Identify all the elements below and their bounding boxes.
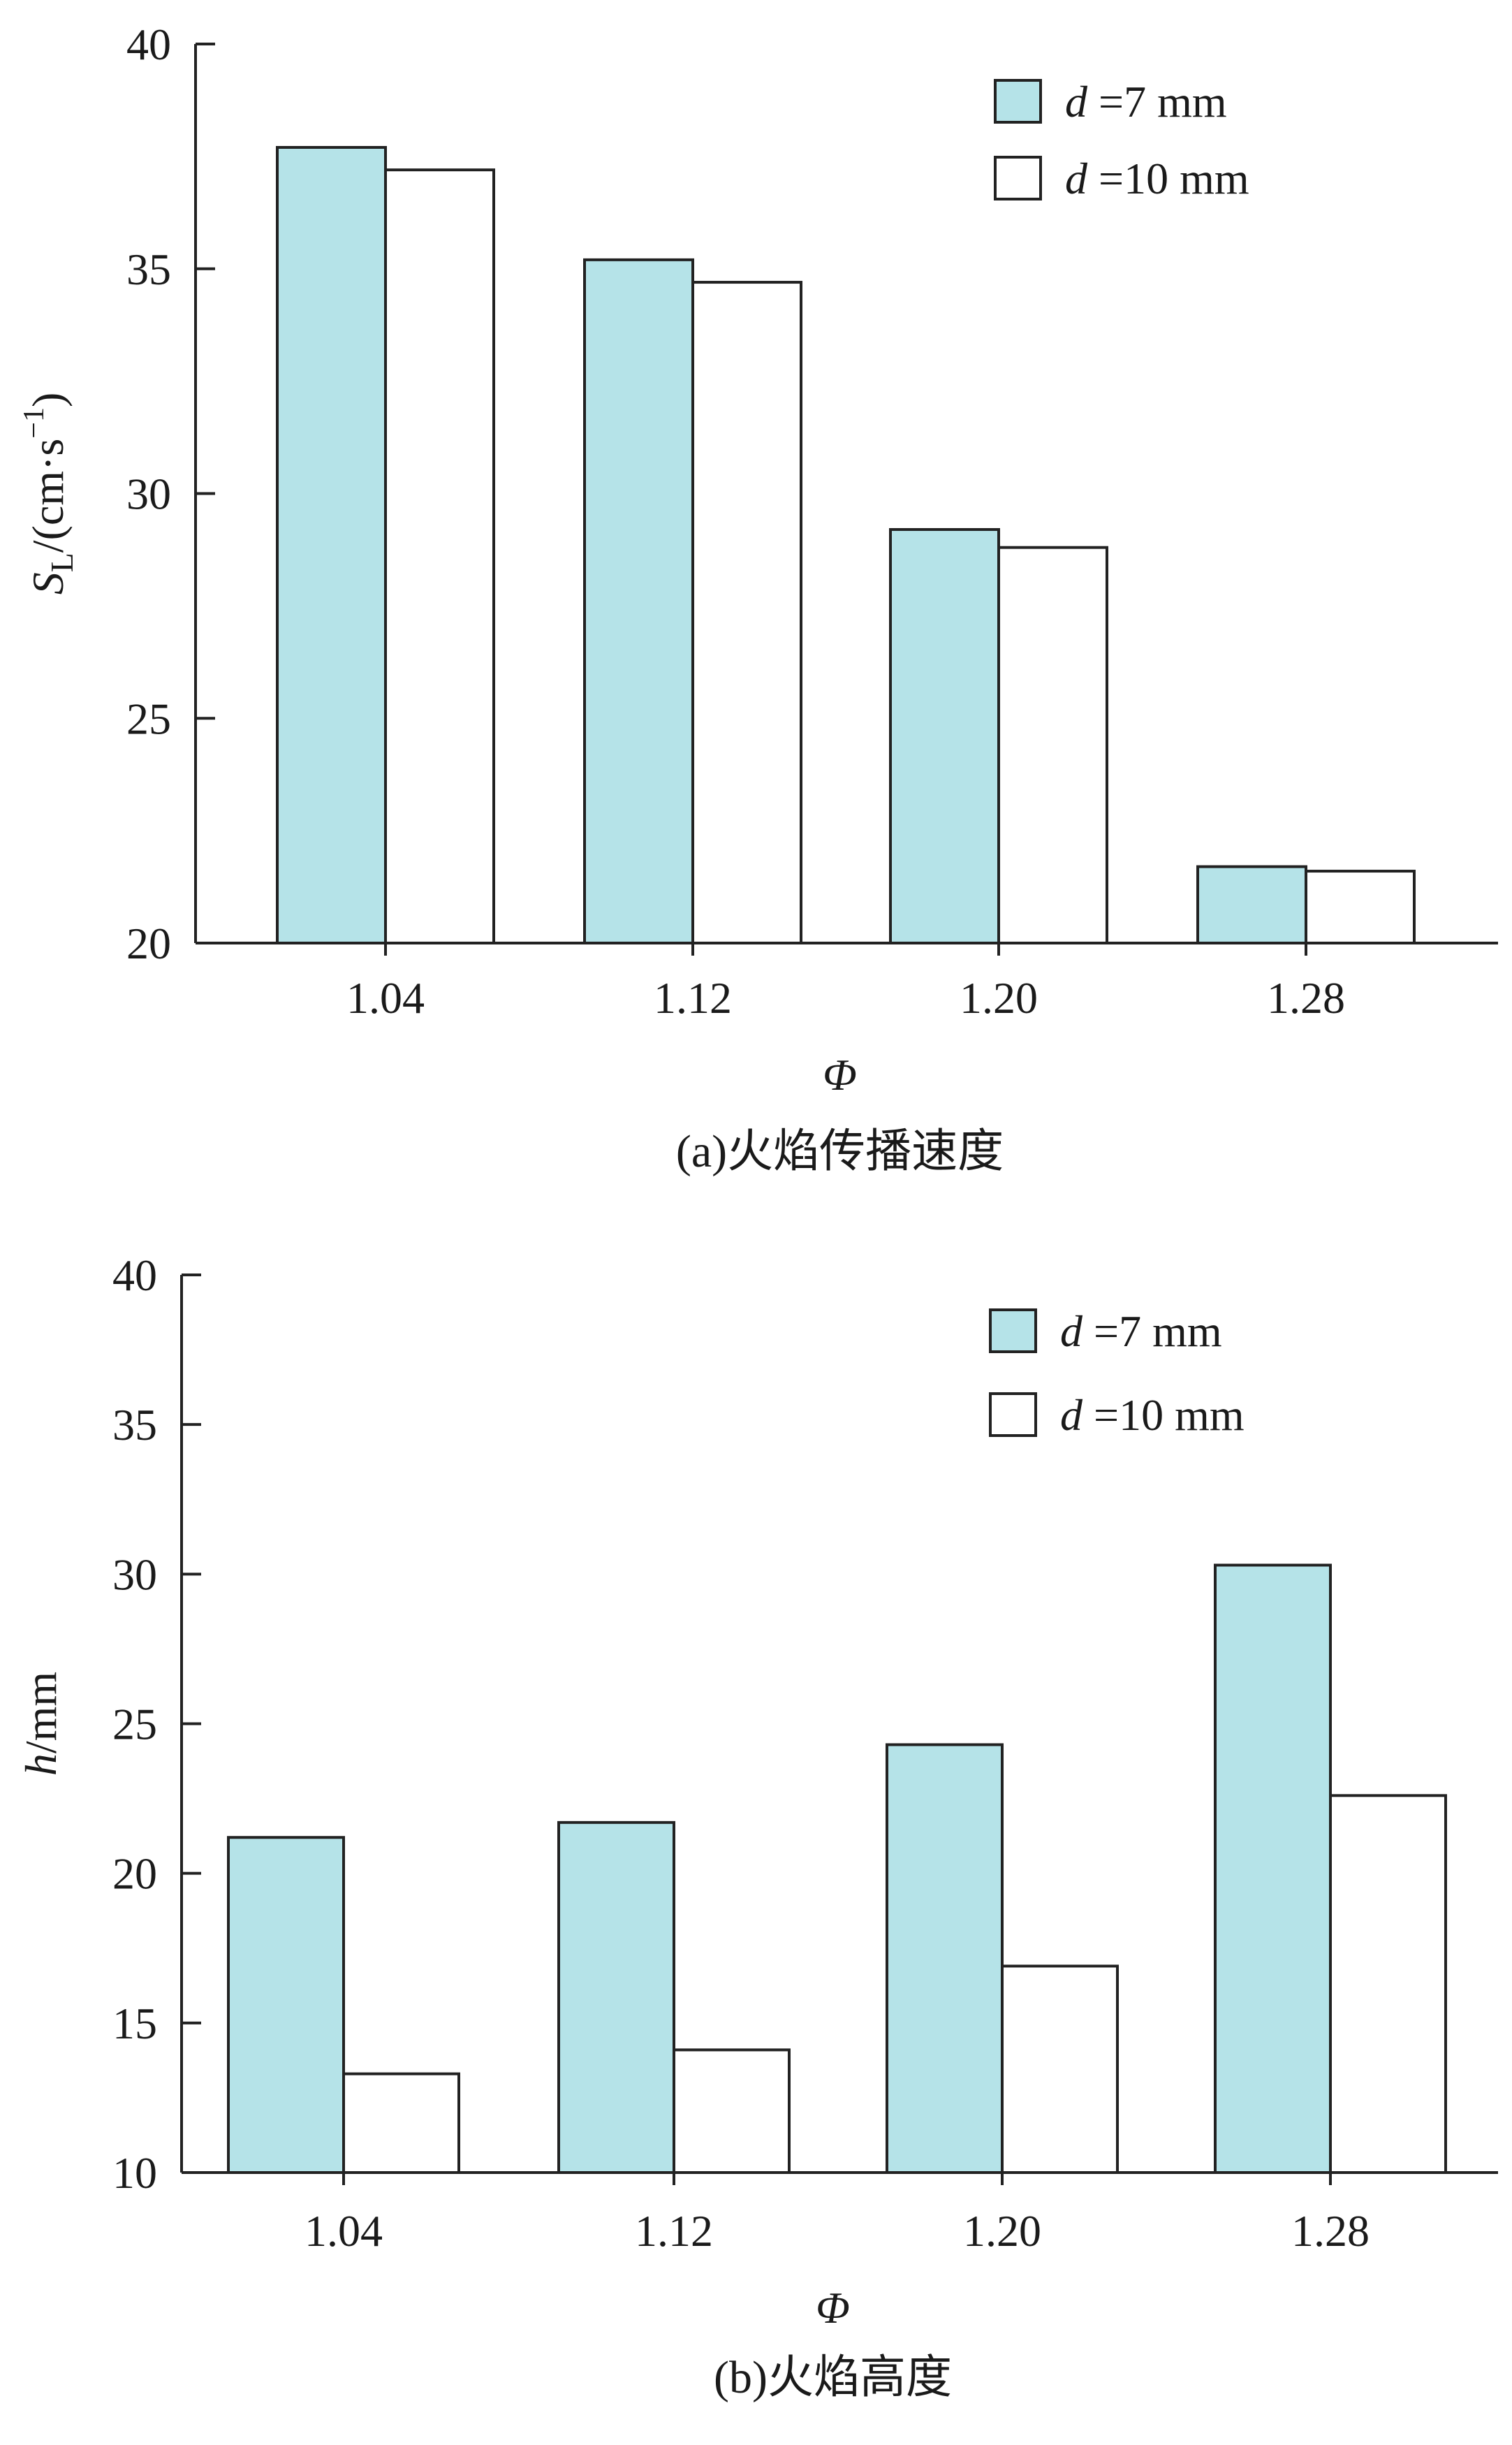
x-tick-label: 1.28 [1267, 973, 1345, 1023]
bar-d7-1_12 [557, 1820, 675, 2175]
legend: d =7 mm d =10 mm [989, 1306, 1245, 1440]
y-tick-label: 35 [112, 1400, 157, 1450]
x-axis-label: Φ [823, 1050, 857, 1100]
x-tick-label: 1.04 [304, 2206, 383, 2256]
bar-d10-1_04 [384, 168, 495, 944]
y-tick-label: 25 [112, 1700, 157, 1749]
x-tick-label: 1.12 [635, 2206, 713, 2256]
chart-caption: (b)火焰高度 [714, 2352, 952, 2403]
chart-b: 1.04 1.12 1.20 1.28 10 15 20 25 30 35 40 h/mm Φ (b)火焰… [16, 1250, 1498, 2403]
legend-label-d7: d =7 mm [1065, 77, 1227, 126]
y-tick-label: 40 [126, 20, 171, 69]
bar-d10-1_28 [1329, 1794, 1447, 2175]
y-tick-label: 30 [126, 469, 171, 519]
y-tick-label: 10 [112, 2148, 157, 2198]
chart-a: 1.04 1.12 1.20 1.28 20 25 30 35 40 SL/(cm·s−1) Φ (a… [18, 20, 1498, 1177]
chart-caption: (a)火焰传播速度 [676, 1126, 1004, 1177]
bar-d7-1_20 [889, 527, 1000, 944]
y-axis-label: h/mm [16, 1672, 66, 1776]
bar-d10-1_12 [691, 281, 802, 944]
y-tick-label: 35 [126, 245, 171, 294]
y-tick-label: 40 [112, 1250, 157, 1300]
bar-d10-1_04 [342, 2072, 460, 2174]
legend-swatch-d10 [989, 1392, 1037, 1437]
bar-d7-1_04 [227, 1836, 345, 2174]
bar-d7-1_20 [886, 1743, 1004, 2175]
bar-d10-1_12 [673, 2048, 791, 2174]
y-tick-label: 20 [126, 919, 171, 968]
bar-d7-1_12 [583, 258, 694, 944]
bar-d7-1_28 [1214, 1563, 1332, 2175]
x-tick-label: 1.20 [963, 2206, 1041, 2256]
bar-d10-1_20 [1001, 1964, 1119, 2174]
legend-label-d10: d =10 mm [1065, 154, 1249, 203]
legend-swatch-d7 [994, 79, 1042, 124]
bar-d10-1_28 [1305, 870, 1416, 945]
x-tick-label: 1.12 [654, 973, 732, 1023]
x-tick-label: 1.20 [960, 973, 1038, 1023]
y-axis-label: SL/(cm·s−1) [18, 393, 80, 595]
y-tick-label: 25 [126, 694, 171, 743]
y-tick-label: 30 [112, 1549, 157, 1599]
y-tick-label: 15 [112, 1999, 157, 2048]
legend-swatch-d7 [989, 1308, 1037, 1353]
y-tick-label: 20 [112, 1849, 157, 1899]
x-axis-label: Φ [816, 2283, 850, 2333]
x-tick-label: 1.04 [346, 973, 425, 1023]
legend-label-d10: d =10 mm [1060, 1390, 1245, 1440]
x-tick-label: 1.28 [1291, 2206, 1370, 2256]
bar-d10-1_20 [997, 546, 1108, 944]
legend: d =7 mm d =10 mm [994, 77, 1249, 203]
legend-label-d7: d =7 mm [1060, 1306, 1222, 1356]
bar-d7-1_28 [1196, 865, 1307, 944]
bar-d7-1_04 [276, 146, 387, 944]
legend-swatch-d10 [994, 156, 1042, 200]
